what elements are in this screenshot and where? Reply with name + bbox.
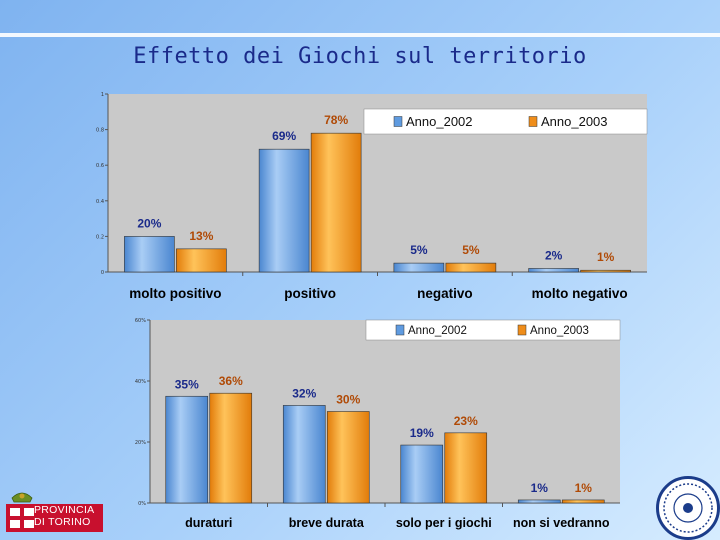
data-label-2002: 69% xyxy=(272,129,296,143)
legend-swatch xyxy=(517,324,527,336)
x-tick-label: negativo xyxy=(417,286,473,301)
data-label-2003: 78% xyxy=(324,113,348,127)
data-label-2002: 32% xyxy=(292,386,316,400)
x-tick-label: molto negativo xyxy=(532,286,628,301)
legend-label: Anno_2002 xyxy=(406,114,473,129)
logo-line-1: PROVINCIA xyxy=(34,504,95,516)
x-tick-label: non si vedranno xyxy=(513,516,610,530)
bar-2003 xyxy=(176,248,227,273)
y-tick-label: 60% xyxy=(135,318,146,324)
bar-2003 xyxy=(561,499,605,504)
y-tick-label: 0.2 xyxy=(96,234,104,240)
data-label-2003: 1% xyxy=(597,250,615,264)
x-tick-label: duraturi xyxy=(185,516,232,530)
data-label-2003: 36% xyxy=(219,374,243,388)
legend-label: Anno_2003 xyxy=(541,114,608,129)
legend-label: Anno_2003 xyxy=(530,325,589,337)
bar-2002 xyxy=(528,268,579,273)
data-label-2002: 19% xyxy=(410,426,434,440)
data-label-2003: 23% xyxy=(454,414,478,428)
bar-2002 xyxy=(393,262,445,273)
y-tick-label: 1 xyxy=(101,92,104,98)
bar-2002 xyxy=(258,148,310,273)
data-label-2003: 30% xyxy=(336,393,360,407)
x-tick-label: molto positivo xyxy=(129,286,221,301)
page-title: Effetto dei Giochi sul territorio xyxy=(133,44,587,69)
data-label-2003: 5% xyxy=(462,243,480,257)
seal-icon xyxy=(656,476,720,540)
bar-2003 xyxy=(326,411,370,504)
bar-2002 xyxy=(124,236,175,273)
bar-2002 xyxy=(165,395,209,504)
x-tick-label: breve durata xyxy=(289,516,365,530)
provincia-crest-icon xyxy=(6,492,103,532)
legend-box xyxy=(363,108,648,135)
bar-2003 xyxy=(580,269,631,273)
bar-2003 xyxy=(445,262,497,273)
y-tick-label: 20% xyxy=(135,440,146,446)
data-label-2002: 35% xyxy=(175,377,199,391)
data-label-2002: 5% xyxy=(410,243,428,257)
top-divider-line xyxy=(0,33,720,37)
y-tick-label: 0.6 xyxy=(96,163,104,169)
y-tick-label: 0% xyxy=(138,501,146,507)
chart-effect-duration: 0% 20% 40% 60% duraturi 35% 36% breve durata 32%… xyxy=(135,318,621,530)
x-tick-label: positivo xyxy=(284,286,336,301)
data-label-2003: 1% xyxy=(575,481,593,495)
legend-swatch xyxy=(393,116,403,127)
data-label-2003: 13% xyxy=(189,229,213,243)
legend-swatch xyxy=(528,116,538,127)
logo-line-2: DI TORINO xyxy=(34,516,91,528)
y-tick-label: 0.8 xyxy=(96,128,104,134)
bar-2003 xyxy=(444,432,488,504)
x-tick-label: solo per i giochi xyxy=(396,516,492,530)
chart-effect-evaluation: 0 0.2 0.4 0.6 0.8 1 molto positivo 20% 13% positi… xyxy=(96,92,648,301)
bar-2003 xyxy=(310,132,362,273)
bar-2002 xyxy=(282,405,326,504)
y-tick-label: 0.4 xyxy=(96,199,104,205)
legend-label: Anno_2002 xyxy=(408,325,467,337)
y-tick-label: 0 xyxy=(101,270,104,276)
bar-2003 xyxy=(209,392,253,504)
legend-swatch xyxy=(395,324,405,336)
bar-2002 xyxy=(400,444,444,504)
data-label-2002: 1% xyxy=(531,481,549,495)
y-tick-label: 40% xyxy=(135,379,146,385)
provincia-logo-text: PROVINCIA DI TORINO xyxy=(34,504,94,528)
bar-2002 xyxy=(517,499,561,504)
data-label-2002: 2% xyxy=(545,248,563,262)
data-label-2002: 20% xyxy=(137,216,161,230)
legend-box xyxy=(365,319,621,341)
